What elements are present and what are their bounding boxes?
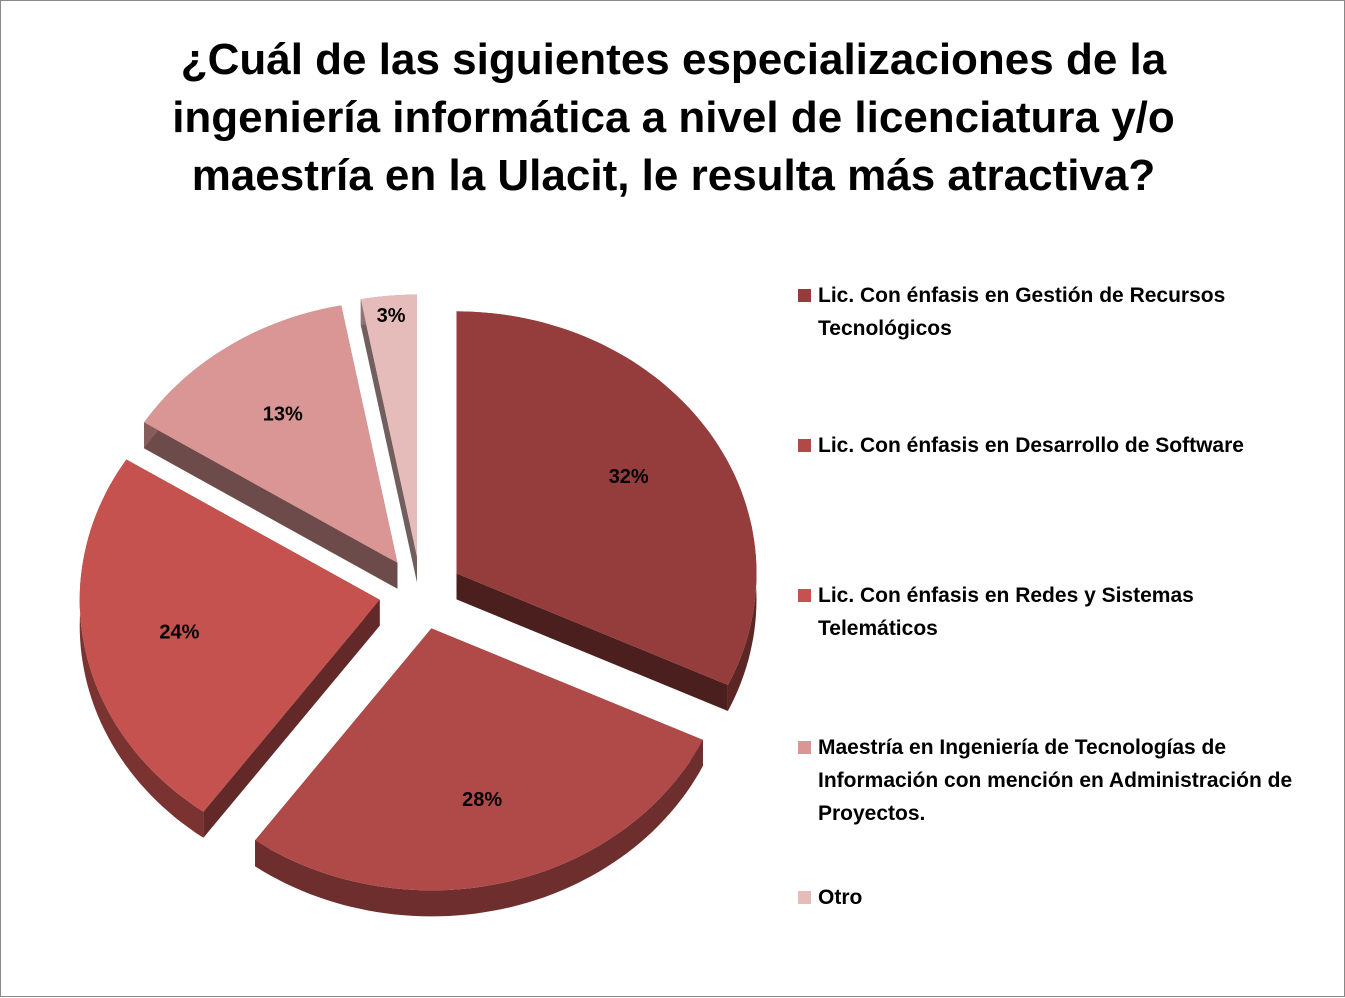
data-label: 28% [462,789,502,811]
data-label: 13% [263,404,303,426]
data-label: 3% [377,305,406,327]
legend-label: Lic. Con énfasis en Desarrollo de Softwa… [818,434,1244,457]
legend-item: Otro [798,881,1318,914]
legend-swatch [798,891,811,904]
legend-label: Otro [818,886,863,909]
legend-swatch [798,289,811,302]
slice [255,628,703,891]
legend-swatch [798,439,811,452]
slice-side [79,459,204,838]
legend-label: Maestría en Ingeniería de Tecnologías de… [818,736,1293,825]
slice [144,305,398,563]
slice-side [360,299,417,583]
slice-side [255,739,703,917]
slice [360,294,417,557]
legend-item: Lic. Con énfasis en Redes y Sistemas Tel… [798,579,1318,645]
legend-item: Maestría en Ingeniería de Tecnologías de… [798,731,1318,830]
legend-label: Lic. Con énfasis en Redes y Sistemas Tel… [818,584,1194,640]
data-label: 24% [159,622,199,644]
legend-swatch [798,589,811,602]
slice [456,311,757,685]
legend-item: Lic. Con énfasis en Gestión de Recursos … [798,279,1318,345]
slice [79,459,380,812]
slice-side [144,422,398,589]
legend-swatch [798,741,811,754]
legend-label: Lic. Con énfasis en Gestión de Recursos … [818,284,1226,340]
slice-side [456,573,728,711]
data-label: 32% [609,466,649,488]
chart-title: ¿Cuál de las siguientes especializacione… [172,35,1175,200]
slice-side [203,599,380,838]
legend-item: Lic. Con énfasis en Desarrollo de Softwa… [798,429,1318,462]
